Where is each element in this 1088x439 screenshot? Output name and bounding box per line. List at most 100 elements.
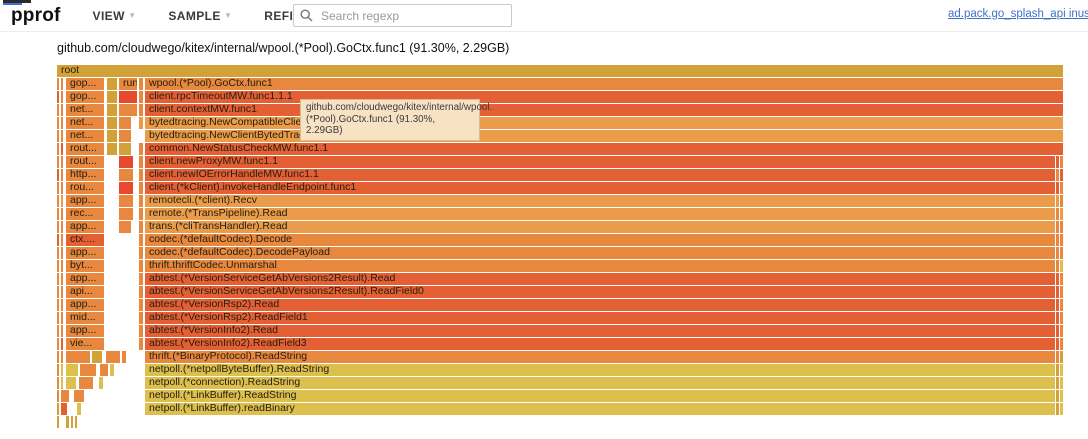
flame-cell[interactable] [66,364,78,376]
flame-cell[interactable] [139,273,143,285]
flame-cell[interactable] [1060,260,1063,272]
flame-cell[interactable] [61,130,63,142]
flame-frame[interactable]: codec.(*defaultCodec).Decode [145,234,1055,246]
flame-frame[interactable]: netpoll.(*LinkBuffer).readBinary [145,403,1055,415]
flame-cell[interactable] [1056,247,1059,259]
flame-frame[interactable]: app... [66,325,104,337]
flame-cell[interactable] [57,338,59,350]
flame-cell[interactable] [139,234,143,246]
flame-cell[interactable] [1056,195,1059,207]
flame-cell[interactable] [57,364,59,376]
flame-frame[interactable]: abtest.(*VersionInfo2).Read [145,325,1055,337]
flame-cell[interactable] [106,351,120,363]
flame-frame[interactable]: bytedtracing.NewClientBytedTraceMW.func1… [145,130,1063,142]
flame-cell[interactable] [1056,299,1059,311]
flame-frame[interactable]: wpool.(*Pool).GoCtx.func1 [145,78,1063,90]
flame-cell[interactable] [61,221,63,233]
flame-cell[interactable] [1056,221,1059,233]
search-input[interactable] [319,7,505,24]
flame-frame[interactable]: rout... [66,143,104,155]
flame-cell[interactable] [1056,351,1059,363]
flame-frame[interactable]: gop... [66,78,104,90]
flame-cell[interactable] [122,351,126,363]
flame-cell[interactable] [66,351,90,363]
flame-cell[interactable] [139,182,143,194]
flame-cell[interactable] [1060,156,1063,168]
flame-frame[interactable]: client.newProxyMW.func1.1 [145,156,1055,168]
flame-cell[interactable] [57,247,59,259]
flame-cell[interactable] [1056,338,1059,350]
flame-cell[interactable] [61,78,63,90]
flame-cell[interactable] [61,195,63,207]
flame-cell[interactable] [71,416,73,428]
flame-cell[interactable] [139,325,143,337]
flame-cell[interactable] [139,117,143,129]
flame-cell[interactable] [1056,208,1059,220]
flame-cell[interactable] [61,208,63,220]
flame-frame[interactable]: abtest.(*VersionRsp2).ReadField1 [145,312,1055,324]
flame-cell[interactable] [57,325,59,337]
flame-cell[interactable] [75,416,77,428]
flame-cell[interactable] [1056,273,1059,285]
flame-cell[interactable] [119,143,131,155]
flame-frame[interactable]: rou... [66,182,104,194]
flame-cell[interactable] [139,104,143,116]
flame-cell[interactable] [1060,182,1063,194]
flame-cell[interactable] [1060,403,1063,415]
flame-cell[interactable] [139,286,143,298]
flame-cell[interactable] [57,182,59,194]
flame-cell[interactable] [1060,221,1063,233]
flame-cell[interactable] [139,338,143,350]
flame-cell[interactable] [119,195,133,207]
flame-cell[interactable] [57,221,59,233]
flame-cell[interactable] [119,221,131,233]
flame-frame[interactable]: byt... [66,260,104,272]
flame-frame[interactable]: abtest.(*VersionServiceGetAbVersions2Res… [145,286,1055,298]
flame-cell[interactable] [1056,403,1059,415]
flame-cell[interactable] [139,221,143,233]
flame-cell[interactable] [57,104,59,116]
profile-source-link[interactable]: ad.pack.go_splash_api inuse_sp [948,8,1088,20]
flame-cell[interactable] [139,169,143,181]
flame-cell[interactable] [1060,325,1063,337]
flame-cell[interactable] [77,403,81,415]
flame-cell[interactable] [61,169,63,181]
flame-frame[interactable]: client.newIOErrorHandleMW.func1.1 [145,169,1055,181]
flame-cell[interactable] [1056,312,1059,324]
flame-cell[interactable] [1060,377,1063,389]
flame-cell[interactable] [61,364,63,376]
flame-cell[interactable] [1060,273,1063,285]
flame-frame[interactable]: mid... [66,312,104,324]
flame-cell[interactable] [119,91,137,103]
flame-cell[interactable] [57,156,59,168]
flame-cell[interactable] [139,78,143,90]
flame-frame[interactable]: root [57,65,1063,77]
flame-cell[interactable] [57,351,59,363]
flame-cell[interactable] [1056,260,1059,272]
search-box[interactable] [293,4,512,27]
flame-frame[interactable]: client.rpcTimeoutMW.func1.1.1 [145,91,1063,103]
flame-cell[interactable] [57,273,59,285]
flame-frame[interactable]: remotecli.(*client).Recv [145,195,1055,207]
flame-cell[interactable] [1060,208,1063,220]
flame-cell[interactable] [61,247,63,259]
flame-cell[interactable] [139,143,143,155]
flame-cell[interactable] [61,325,63,337]
flame-cell[interactable] [139,299,143,311]
flame-cell[interactable] [99,377,103,389]
flame-frame[interactable]: app... [66,247,104,259]
flame-cell[interactable] [1060,195,1063,207]
flame-cell[interactable] [61,351,63,363]
flame-cell[interactable] [1056,364,1059,376]
flame-cell[interactable] [61,299,63,311]
menu-sample[interactable]: SAMPLE ▾ [168,9,230,23]
flame-cell[interactable] [61,91,63,103]
flame-frame[interactable]: netpoll.(*netpollByteBuffer).ReadString [145,364,1055,376]
flame-cell[interactable] [61,260,63,272]
flame-cell[interactable] [66,416,69,428]
flame-cell[interactable] [139,156,143,168]
flame-cell[interactable] [100,364,108,376]
flame-cell[interactable] [57,286,59,298]
flame-cell[interactable] [57,312,59,324]
flame-cell[interactable] [57,169,59,181]
